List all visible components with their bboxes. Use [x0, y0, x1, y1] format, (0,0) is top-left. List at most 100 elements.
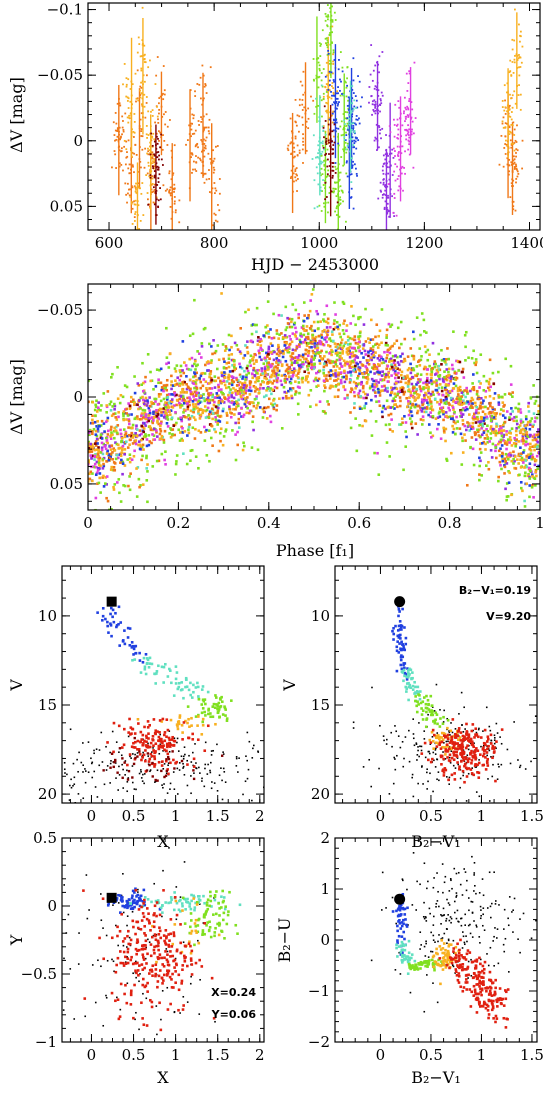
- light-curve-point: [322, 126, 325, 129]
- light-curve-point: [512, 162, 515, 165]
- phased-point: [127, 433, 131, 437]
- phased-point: [426, 401, 429, 405]
- phased-point: [192, 416, 196, 419]
- phased-point: [141, 443, 145, 447]
- y-tick-label: 0.05: [50, 197, 83, 215]
- phased-point: [281, 336, 285, 339]
- light-curve-point: [139, 94, 142, 96]
- phased-point: [162, 384, 166, 387]
- light-curve-point: [153, 165, 156, 168]
- light-curve-point: [373, 99, 376, 102]
- light-curve-point: [140, 128, 143, 130]
- light-curve-point: [117, 128, 119, 131]
- light-curve-point: [344, 148, 347, 151]
- phased-point: [119, 432, 123, 436]
- phased-point: [133, 375, 136, 378]
- phased-point: [526, 435, 530, 438]
- light-curve-point: [143, 166, 146, 169]
- phased-point: [234, 392, 238, 395]
- phased-point: [491, 442, 495, 446]
- phased-point: [130, 458, 134, 462]
- light-curve-point: [396, 124, 398, 127]
- light-curve-point: [173, 202, 176, 205]
- phased-point: [186, 385, 190, 389]
- phased-point: [210, 387, 214, 390]
- phased-point: [464, 330, 468, 334]
- light-curve-point: [406, 132, 409, 135]
- phased-point: [445, 414, 448, 418]
- phased-point: [150, 441, 153, 445]
- phased-point: [88, 379, 90, 383]
- light-curve-point: [512, 208, 515, 211]
- phased-point: [162, 438, 166, 442]
- phased-point: [137, 384, 141, 387]
- light-curve-point: [192, 114, 195, 117]
- light-curve-point: [139, 118, 142, 121]
- phased-point: [413, 405, 417, 409]
- phased-point: [228, 382, 231, 385]
- light-curve-point: [320, 43, 322, 46]
- phased-point: [521, 459, 524, 462]
- light-curve-point: [218, 209, 221, 212]
- phased-point: [146, 500, 149, 504]
- light-curve-point: [317, 86, 320, 89]
- light-curve-point: [323, 148, 325, 151]
- light-curve-point: [153, 154, 156, 157]
- phased-point: [447, 406, 450, 410]
- phased-point: [234, 388, 237, 392]
- light-curve-point: [131, 164, 134, 167]
- light-curve-point: [150, 183, 153, 186]
- phased-point: [114, 457, 118, 461]
- phased-point: [110, 444, 114, 447]
- phased-point: [240, 388, 243, 392]
- light-curve-point: [147, 110, 150, 113]
- light-curve-point: [121, 126, 124, 129]
- phased-point: [135, 428, 139, 431]
- phased-point: [426, 376, 429, 380]
- light-curve-point: [191, 153, 194, 156]
- light-curve-point: [358, 117, 360, 120]
- phased-point: [213, 396, 217, 399]
- phased-point: [386, 344, 389, 347]
- phased-point: [369, 347, 373, 350]
- light-curve-point: [296, 154, 299, 157]
- phased-point: [449, 379, 452, 383]
- phased-point: [524, 459, 528, 462]
- light-curve-point: [346, 84, 349, 87]
- phased-point: [156, 413, 160, 416]
- phased-point: [307, 393, 311, 397]
- light-curve-point: [515, 163, 517, 166]
- phased-point: [91, 472, 94, 475]
- phased-point: [404, 381, 408, 385]
- phased-point: [422, 381, 425, 385]
- phased-point: [244, 344, 247, 347]
- phased-point: [304, 360, 308, 364]
- phased-point: [107, 458, 111, 462]
- phased-point: [394, 366, 398, 370]
- phased-point: [240, 415, 243, 418]
- phased-point: [159, 392, 163, 396]
- phased-point: [193, 362, 196, 366]
- light-curve-point: [359, 105, 362, 108]
- light-curve-point: [156, 56, 159, 58]
- phased-point: [291, 387, 295, 390]
- light-curve-point: [388, 125, 391, 127]
- phased-point: [390, 323, 394, 327]
- phased-point: [317, 327, 320, 330]
- phased-point: [488, 440, 491, 443]
- phased-point: [133, 401, 136, 405]
- light-curve-point: [320, 174, 322, 177]
- light-curve-point: [126, 116, 129, 119]
- phased-point: [491, 407, 495, 411]
- phased-point: [435, 388, 439, 392]
- phased-point: [241, 375, 245, 379]
- phased-point: [470, 396, 474, 400]
- phased-point: [251, 340, 255, 344]
- light-curve-point: [356, 106, 359, 109]
- phased-point: [322, 371, 325, 375]
- phased-point: [144, 417, 148, 421]
- light-curve-point: [337, 92, 339, 95]
- phased-point: [227, 361, 231, 365]
- phased-point: [429, 400, 433, 404]
- phased-point: [113, 404, 117, 408]
